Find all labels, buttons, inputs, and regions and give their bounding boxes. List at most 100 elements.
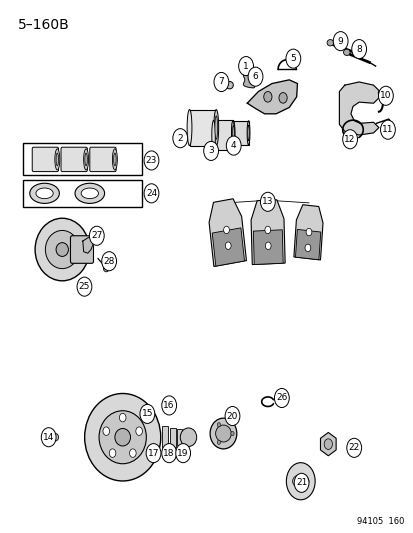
Bar <box>213 120 233 150</box>
Polygon shape <box>209 199 246 266</box>
Circle shape <box>214 72 228 92</box>
Ellipse shape <box>83 149 88 170</box>
Ellipse shape <box>81 188 98 199</box>
Ellipse shape <box>85 153 87 166</box>
Circle shape <box>225 242 230 249</box>
Circle shape <box>217 423 220 427</box>
Circle shape <box>41 427 56 447</box>
Ellipse shape <box>55 149 59 170</box>
Circle shape <box>140 405 154 423</box>
Circle shape <box>263 92 271 102</box>
Bar <box>23 143 142 175</box>
Ellipse shape <box>211 120 215 150</box>
Text: 5–160B: 5–160B <box>18 18 69 33</box>
Bar <box>23 180 142 207</box>
Ellipse shape <box>99 411 146 464</box>
Text: 17: 17 <box>147 449 159 458</box>
Ellipse shape <box>51 433 58 441</box>
Circle shape <box>161 396 176 415</box>
Polygon shape <box>83 236 95 253</box>
Text: 21: 21 <box>295 478 306 487</box>
FancyBboxPatch shape <box>242 64 251 71</box>
Text: 15: 15 <box>141 409 153 418</box>
Text: 19: 19 <box>177 449 188 458</box>
Circle shape <box>161 443 176 463</box>
FancyBboxPatch shape <box>32 147 58 172</box>
Bar <box>177 429 182 445</box>
Circle shape <box>265 242 271 249</box>
Text: 16: 16 <box>163 401 175 410</box>
Circle shape <box>146 443 161 463</box>
Circle shape <box>274 389 289 408</box>
Text: 13: 13 <box>261 197 273 206</box>
Ellipse shape <box>231 120 234 145</box>
Polygon shape <box>247 80 297 114</box>
Circle shape <box>135 427 142 435</box>
Text: 6: 6 <box>252 72 258 81</box>
Circle shape <box>278 93 287 103</box>
Text: 5: 5 <box>290 54 296 63</box>
Circle shape <box>129 449 136 457</box>
Text: 22: 22 <box>348 443 359 453</box>
Text: 94105  160: 94105 160 <box>356 518 404 526</box>
Text: 14: 14 <box>43 433 54 442</box>
Circle shape <box>103 427 109 435</box>
Ellipse shape <box>112 149 117 170</box>
Circle shape <box>323 439 332 449</box>
Ellipse shape <box>84 393 160 481</box>
Polygon shape <box>253 230 282 264</box>
Text: 4: 4 <box>230 141 236 150</box>
Ellipse shape <box>30 183 59 204</box>
Circle shape <box>203 141 218 160</box>
Ellipse shape <box>56 243 68 256</box>
Ellipse shape <box>45 230 79 269</box>
Circle shape <box>102 252 116 271</box>
Circle shape <box>346 438 361 457</box>
Ellipse shape <box>214 110 218 146</box>
Circle shape <box>77 277 92 296</box>
Circle shape <box>144 184 159 203</box>
Ellipse shape <box>56 153 58 166</box>
Circle shape <box>173 128 187 148</box>
Circle shape <box>264 226 270 233</box>
FancyBboxPatch shape <box>90 147 116 172</box>
Circle shape <box>226 136 240 155</box>
Ellipse shape <box>247 120 249 145</box>
Circle shape <box>285 49 300 68</box>
Text: 20: 20 <box>226 411 237 421</box>
Circle shape <box>223 226 229 233</box>
Bar <box>161 426 168 448</box>
Circle shape <box>304 244 310 252</box>
Ellipse shape <box>343 49 349 55</box>
Circle shape <box>305 228 311 236</box>
Circle shape <box>332 31 347 51</box>
FancyBboxPatch shape <box>61 147 87 172</box>
Circle shape <box>377 86 392 106</box>
Circle shape <box>230 431 234 435</box>
Text: 12: 12 <box>344 135 355 144</box>
Ellipse shape <box>114 153 116 166</box>
Ellipse shape <box>326 39 333 46</box>
Circle shape <box>286 463 314 500</box>
Text: 27: 27 <box>91 231 102 240</box>
Ellipse shape <box>75 183 104 204</box>
Circle shape <box>109 449 116 457</box>
Ellipse shape <box>231 120 235 150</box>
Circle shape <box>225 407 239 425</box>
Circle shape <box>89 226 104 245</box>
Polygon shape <box>339 82 378 135</box>
Ellipse shape <box>36 188 53 199</box>
Ellipse shape <box>232 126 234 144</box>
Polygon shape <box>295 229 320 260</box>
Text: 28: 28 <box>103 257 114 265</box>
Ellipse shape <box>115 429 130 446</box>
Text: 1: 1 <box>242 62 248 70</box>
Circle shape <box>103 264 109 272</box>
Ellipse shape <box>180 428 196 447</box>
Text: 3: 3 <box>208 147 214 156</box>
Text: 11: 11 <box>381 125 393 134</box>
Text: 26: 26 <box>275 393 287 402</box>
Circle shape <box>119 414 126 422</box>
Ellipse shape <box>215 425 231 442</box>
Circle shape <box>351 39 366 59</box>
